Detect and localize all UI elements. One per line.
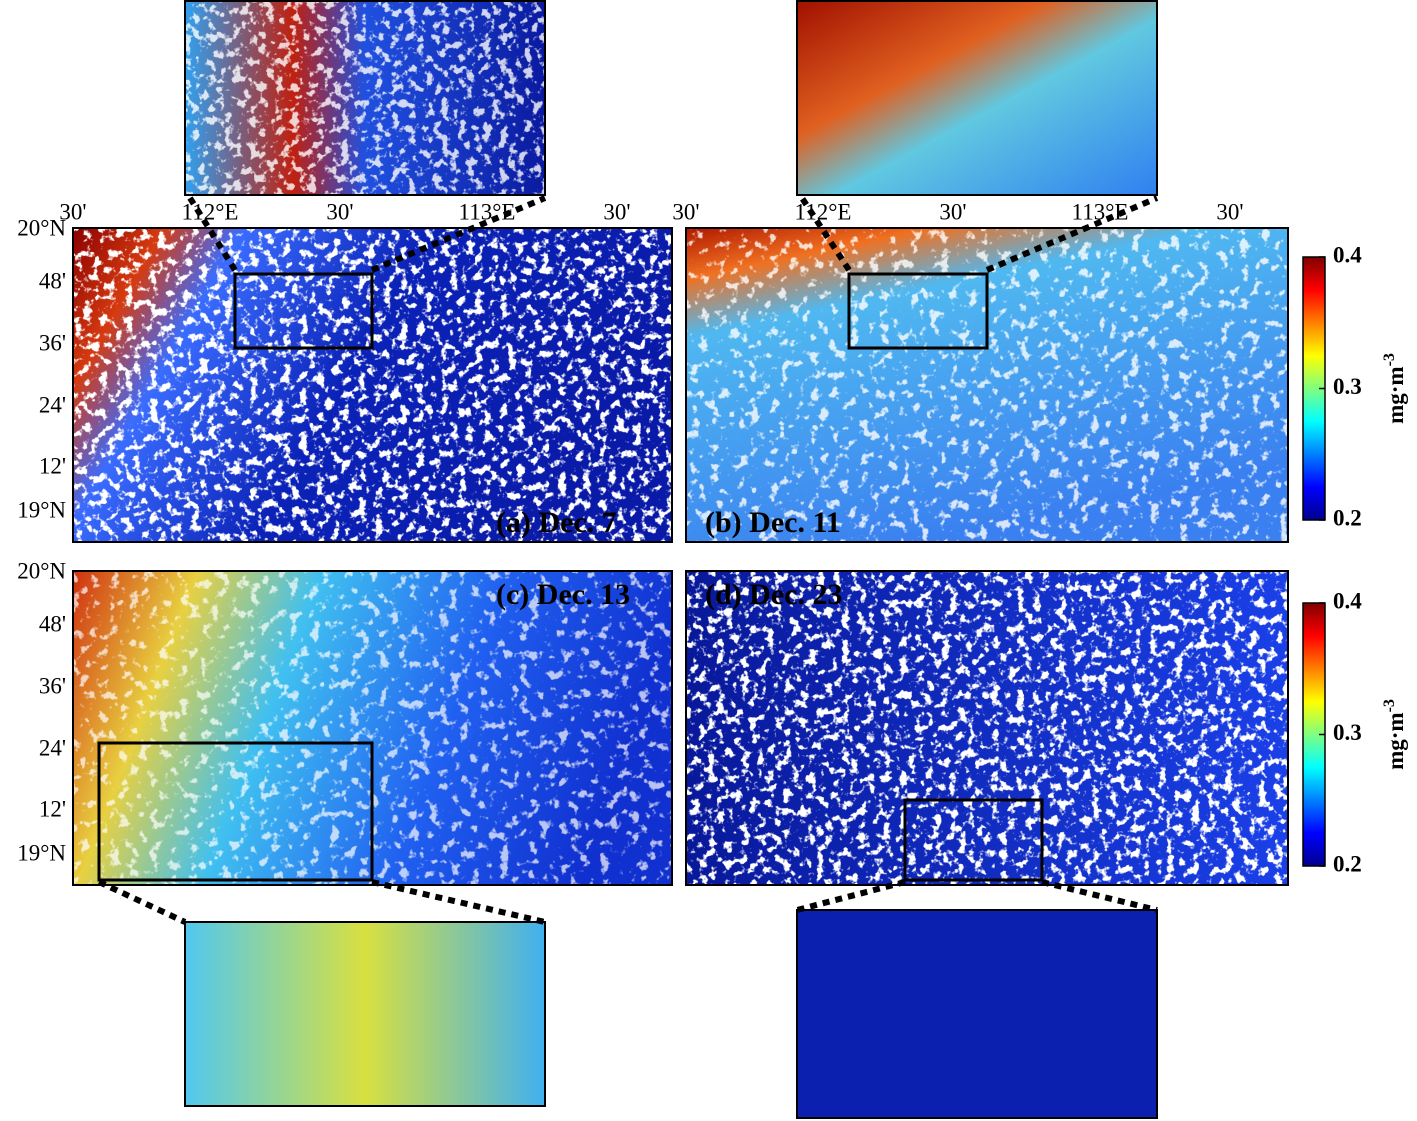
x-tick-label: 30' [672,199,699,224]
panel-label: (a) Dec. 7 [496,506,617,539]
x-tick-label: 30' [1216,199,1243,224]
connector [985,195,1159,273]
x-tick-label: 30' [939,199,966,224]
cloud-mask [686,571,1288,885]
connectors [97,195,1159,925]
colorbar-tick-label: 0.3 [1333,374,1362,399]
inset-frame [796,0,1158,196]
panel-label: (c) Dec. 13 [496,578,630,611]
x-tick-label: 30' [603,199,630,224]
colorbar-tick-label: 0.3 [1333,720,1362,745]
zoom-box [903,798,1044,882]
colorbar-tick-label: 0.4 [1333,242,1362,267]
inset-frame [184,921,546,1107]
colorbar-tick-label: 0.2 [1333,851,1362,876]
x-tick-label: 113°E [459,199,516,224]
cloud-mask [185,0,545,195]
connector [97,879,187,925]
y-tick-label: 24' [39,392,66,417]
colorbar-tick-label: 0.2 [1333,505,1362,530]
zoom-box [97,741,374,882]
x-tick-label: 112°E [795,199,852,224]
colorbar-label-unit: mg·m [1383,712,1408,770]
y-tick-label: 36' [39,673,66,698]
y-tick-label: 12' [39,796,66,821]
connector [371,879,546,925]
connector [1041,879,1158,913]
zoom-box [847,272,989,350]
colorbar-label: mg·m-3 [1381,353,1408,424]
x-tick-label: 30' [59,199,86,224]
colorbar-tick-label: 0.4 [1333,588,1362,613]
panel-label: (d) Dec. 23 [705,578,842,611]
connector [187,196,238,272]
zoom-box [233,272,374,350]
connector [796,879,906,913]
inset-image [797,910,1157,1118]
colorbar-label-exponent: -3 [1381,353,1398,366]
panel-frame [72,227,673,543]
x-tick-label: 112°E [182,199,239,224]
colorbar-label-exponent: -3 [1381,699,1398,712]
colorbar-label-unit: mg·m [1383,366,1408,424]
y-tick-label: 19°N [17,840,66,865]
colorbar-label: mg·m-3 [1381,699,1408,770]
y-tick-label: 12' [39,453,66,478]
panel-label: (b) Dec. 11 [705,506,841,539]
inset-image [797,0,1157,195]
y-tick-label: 24' [39,735,66,760]
connector [370,195,547,273]
y-tick-label: 19°N [17,497,66,522]
panel-frame [685,227,1289,543]
y-tick-label: 20°N [17,215,66,240]
inset-frame [184,0,546,196]
frames [72,0,1289,1119]
connector [799,196,852,272]
x-tick-label: 113°E [1072,199,1129,224]
inset-frame [796,909,1158,1119]
panel-frame [685,570,1289,886]
inset-image [185,922,545,1106]
x-tick-label: 30' [326,199,353,224]
y-tick-label: 48' [39,611,66,636]
y-tick-label: 20°N [17,558,66,583]
y-tick-label: 48' [39,268,66,293]
panel-images [73,0,1288,1118]
y-tick-label: 36' [39,330,66,355]
